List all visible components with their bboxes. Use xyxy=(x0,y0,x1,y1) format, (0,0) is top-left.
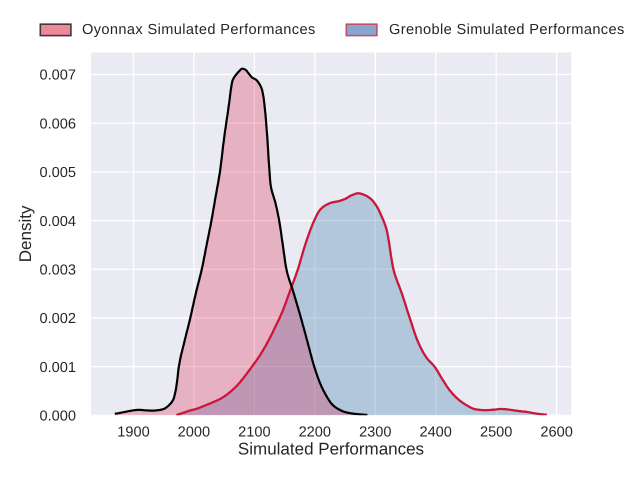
svg-text:0.006: 0.006 xyxy=(39,116,76,132)
svg-text:Grenoble Simulated Performance: Grenoble Simulated Performances xyxy=(389,22,625,38)
svg-text:0.007: 0.007 xyxy=(39,68,76,84)
svg-text:2000: 2000 xyxy=(178,424,210,440)
svg-text:1900: 1900 xyxy=(117,424,149,440)
svg-text:Simulated Performances: Simulated Performances xyxy=(238,440,424,459)
svg-text:0.004: 0.004 xyxy=(39,214,76,230)
svg-text:2600: 2600 xyxy=(540,424,572,440)
svg-text:2300: 2300 xyxy=(359,424,391,440)
svg-text:0.003: 0.003 xyxy=(39,262,76,278)
svg-text:2200: 2200 xyxy=(299,424,331,440)
svg-text:2400: 2400 xyxy=(419,424,451,440)
svg-text:Oyonnax Simulated Performances: Oyonnax Simulated Performances xyxy=(82,22,316,38)
svg-text:0.000: 0.000 xyxy=(39,409,76,425)
svg-text:0.001: 0.001 xyxy=(39,360,76,376)
svg-text:0.005: 0.005 xyxy=(39,165,76,181)
svg-text:Density: Density xyxy=(16,205,35,262)
svg-text:0.002: 0.002 xyxy=(39,311,76,327)
svg-text:2100: 2100 xyxy=(238,424,270,440)
svg-text:2500: 2500 xyxy=(480,424,512,440)
